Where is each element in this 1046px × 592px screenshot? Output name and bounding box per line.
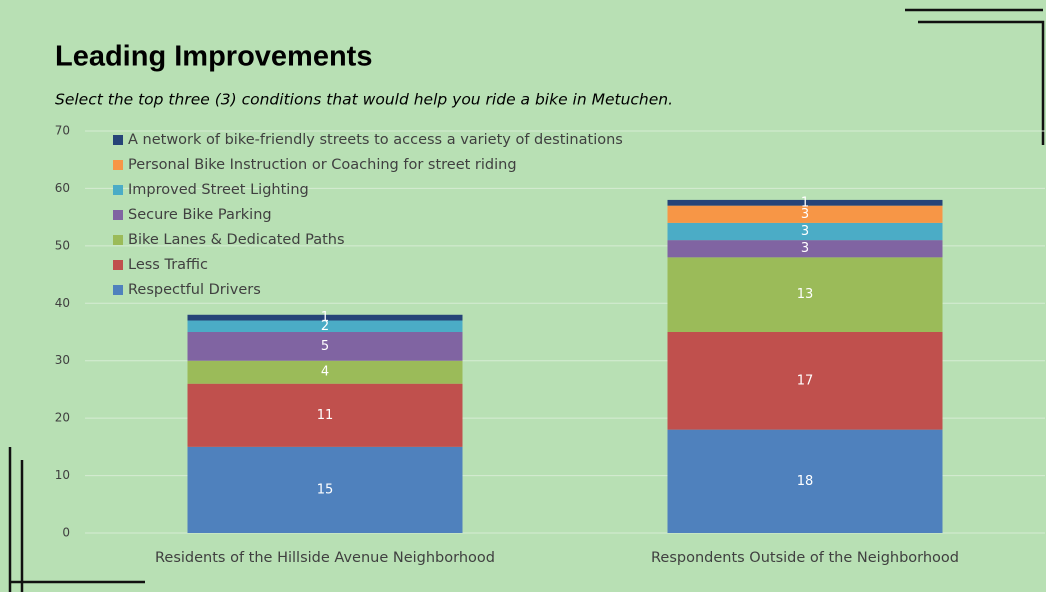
data-label: 15 — [317, 482, 334, 497]
legend-swatch — [113, 185, 123, 195]
y-tick-label: 40 — [55, 296, 70, 310]
data-label: 5 — [321, 339, 329, 354]
corner-decoration — [8, 447, 145, 592]
data-label: 1 — [801, 195, 809, 210]
bar-segment — [667, 240, 943, 258]
bar-segment — [187, 320, 463, 332]
bar-segment — [667, 199, 943, 206]
legend-swatch — [113, 235, 123, 245]
legend-label: Bike Lanes & Dedicated Paths — [128, 232, 345, 248]
bar-segment — [667, 332, 943, 430]
legend-label: Secure Bike Parking — [128, 207, 272, 223]
bar-segment — [667, 222, 943, 241]
legend-swatch — [113, 135, 123, 145]
y-tick-label: 10 — [55, 468, 70, 482]
legend-label: Less Traffic — [128, 257, 208, 273]
legend-swatch — [113, 260, 123, 270]
x-tick-label: Respondents Outside of the Neighborhood — [651, 550, 959, 566]
legend-label: Respectful Drivers — [128, 282, 261, 298]
data-label: 3 — [801, 241, 809, 256]
data-label: 2 — [321, 319, 329, 334]
bar-segment — [187, 446, 463, 533]
y-tick-label: 20 — [55, 411, 70, 425]
corner-decoration — [905, 8, 1045, 145]
bar-segment — [187, 332, 463, 361]
y-tick-label: 70 — [55, 124, 70, 138]
chart-title: Leading Improvements — [55, 41, 372, 73]
data-label: 1 — [321, 310, 329, 325]
bar-segment — [667, 257, 943, 332]
bar-segment — [667, 205, 943, 223]
data-label: 18 — [797, 474, 814, 489]
y-tick-label: 50 — [55, 238, 70, 252]
data-label: 4 — [321, 365, 329, 380]
data-label: 17 — [797, 373, 814, 388]
y-tick-label: 30 — [55, 353, 70, 367]
chart-subtitle: Select the top three (3) conditions that… — [55, 91, 673, 109]
bar-segment — [187, 314, 463, 321]
y-tick-label: 60 — [55, 181, 70, 195]
data-label: 11 — [317, 408, 334, 423]
bar-segment — [667, 429, 943, 533]
y-tick-label: 0 — [62, 526, 70, 540]
legend-swatch — [113, 210, 123, 220]
legend-swatch — [113, 160, 123, 170]
legend-label: A network of bike-friendly streets to ac… — [128, 132, 623, 148]
legend-swatch — [113, 285, 123, 295]
data-label: 3 — [801, 224, 809, 239]
bar-segment — [187, 360, 463, 384]
x-tick-label: Residents of the Hillside Avenue Neighbo… — [155, 550, 495, 566]
legend-label: Personal Bike Instruction or Coaching fo… — [128, 157, 517, 173]
data-label: 3 — [801, 207, 809, 222]
legend-label: Improved Street Lighting — [128, 182, 309, 198]
data-label: 13 — [797, 287, 814, 302]
bar-segment — [187, 383, 463, 447]
